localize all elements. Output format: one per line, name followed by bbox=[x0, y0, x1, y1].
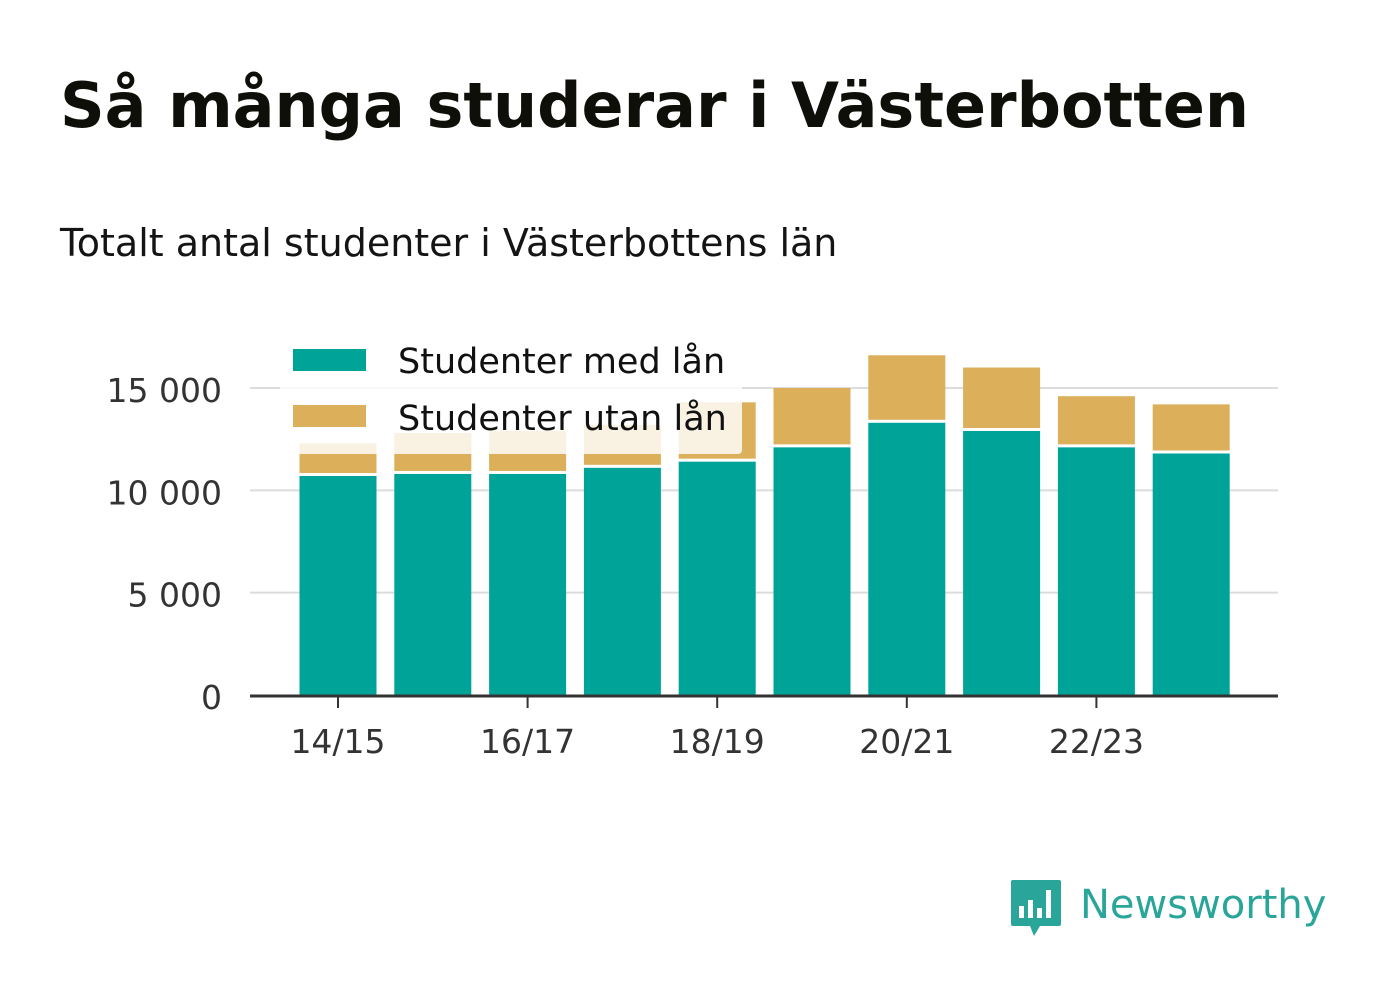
legend-background bbox=[280, 330, 742, 454]
y-tick-label: 10 000 bbox=[107, 473, 222, 512]
bar-with-loan bbox=[678, 461, 756, 695]
bar-without-loan bbox=[1057, 396, 1135, 445]
bar-with-loan bbox=[963, 430, 1041, 695]
x-tick-label: 22/23 bbox=[1049, 722, 1144, 761]
x-tick-label: 14/15 bbox=[290, 722, 385, 761]
bar-with-loan bbox=[583, 467, 661, 695]
bar-chart-speech-bubble-icon bbox=[1011, 880, 1061, 936]
bar-with-loan bbox=[394, 473, 472, 695]
legend-label-with-loan: Studenter med lån bbox=[398, 341, 725, 382]
bar-without-loan bbox=[1152, 404, 1230, 451]
newsworthy-logo: Newsworthy bbox=[1010, 878, 1330, 942]
x-tick-label: 20/21 bbox=[859, 722, 954, 761]
y-tick-label: 0 bbox=[201, 678, 222, 717]
legend-label-without-loan: Studenter utan lån bbox=[398, 398, 727, 439]
bar-without-loan bbox=[868, 355, 946, 420]
bar-with-loan bbox=[489, 473, 567, 695]
legend-swatch-with-loan bbox=[293, 349, 366, 371]
bar-without-loan bbox=[963, 367, 1041, 428]
x-tick-label: 18/19 bbox=[670, 722, 765, 761]
bar-without-loan bbox=[773, 388, 851, 445]
brand-name: Newsworthy bbox=[1080, 882, 1327, 928]
x-tick-label: 16/17 bbox=[480, 722, 575, 761]
y-tick-label: 5 000 bbox=[128, 576, 222, 615]
chart-title: Så många studerar i Västerbotten bbox=[60, 69, 1250, 142]
y-tick-label: 15 000 bbox=[107, 371, 222, 410]
chart-subtitle: Totalt antal studenter i Västerbottens l… bbox=[60, 221, 838, 265]
bar-with-loan bbox=[773, 447, 851, 695]
bar-with-loan bbox=[868, 422, 946, 695]
legend-swatch-without-loan bbox=[293, 405, 366, 427]
bar-with-loan bbox=[299, 476, 377, 695]
bar-with-loan bbox=[1057, 447, 1135, 695]
bar-with-loan bbox=[1152, 453, 1230, 695]
